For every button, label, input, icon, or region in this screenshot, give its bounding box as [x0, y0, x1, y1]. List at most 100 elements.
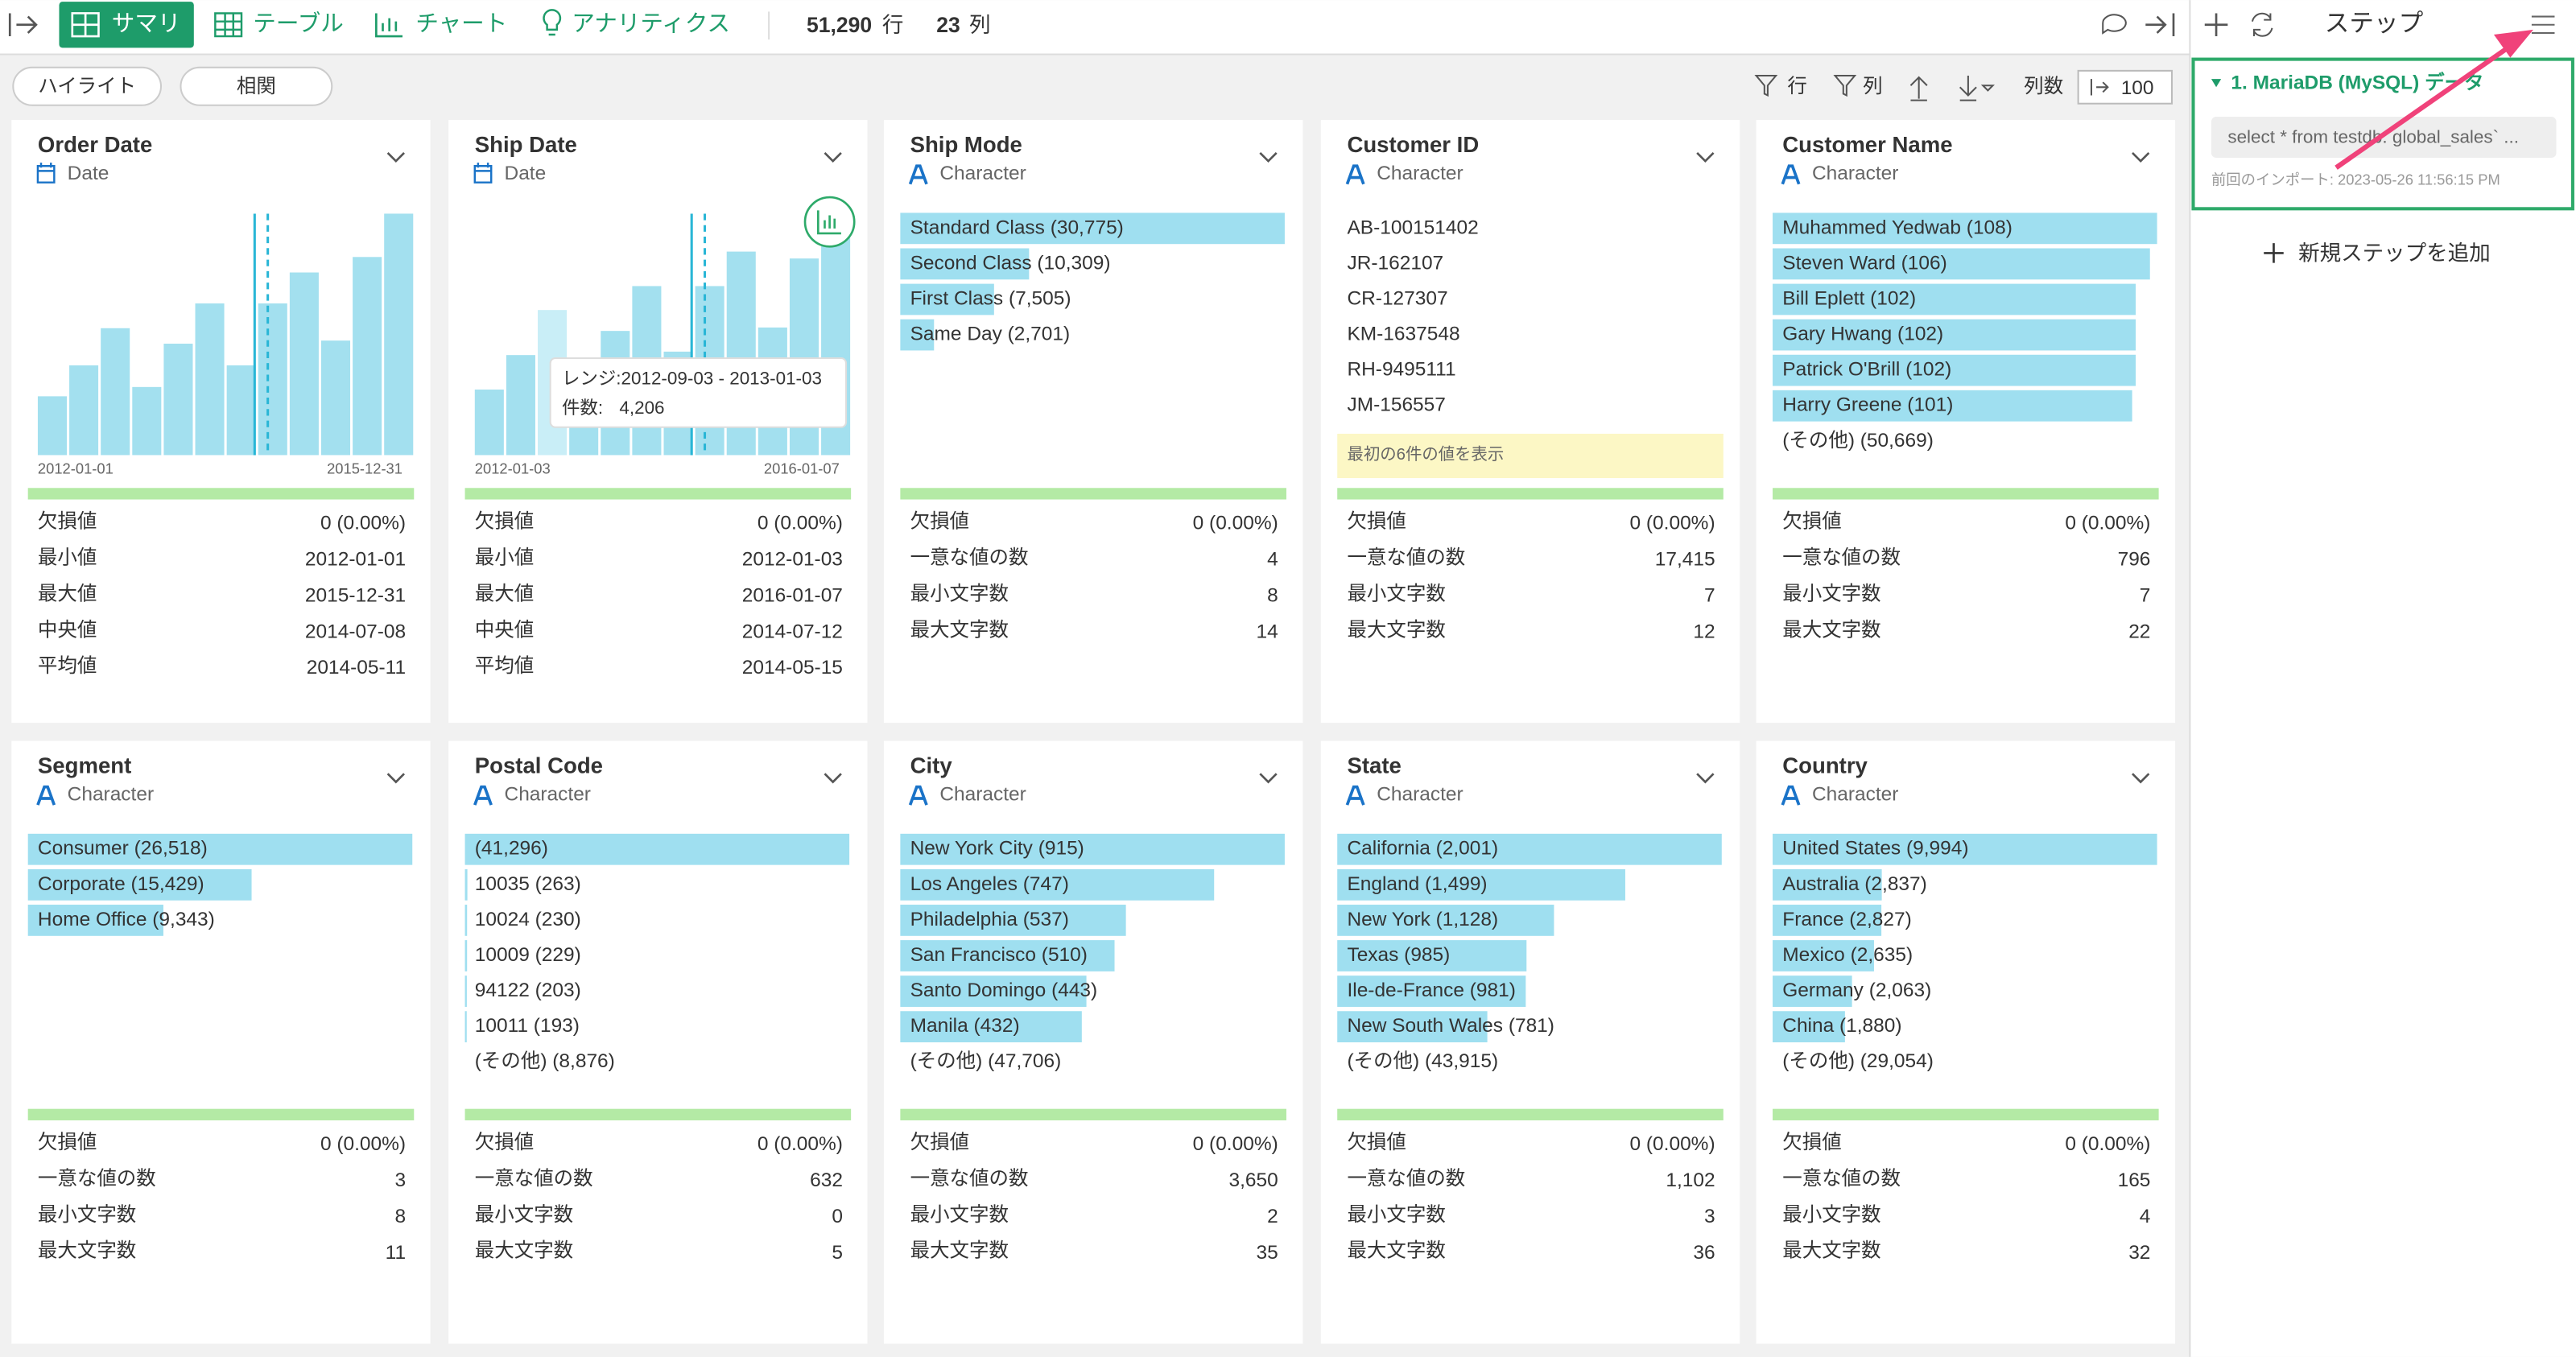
value-bar[interactable]	[464, 905, 468, 936]
column-menu[interactable]	[824, 152, 842, 163]
pill-label[interactable]: 相関	[237, 75, 276, 97]
histogram-bar[interactable]	[289, 272, 319, 456]
histogram-bar[interactable]	[101, 328, 130, 456]
value-bar[interactable]	[1337, 975, 1526, 1007]
column-name[interactable]: Customer Name	[1782, 132, 1952, 157]
add-step-icon[interactable]	[2264, 243, 2284, 263]
column-name[interactable]: City	[910, 753, 953, 777]
value-bar[interactable]	[464, 1011, 467, 1043]
value-bar[interactable]	[1773, 1011, 1845, 1043]
histogram-bar[interactable]	[474, 390, 504, 456]
value-bar[interactable]	[464, 833, 850, 865]
column-menu[interactable]	[1259, 152, 1278, 163]
col-count-box[interactable]	[2077, 69, 2173, 105]
histogram-bar[interactable]	[258, 303, 287, 456]
pill-label[interactable]: ハイライト	[38, 76, 136, 97]
value-bar[interactable]	[1773, 283, 2136, 316]
tab-label[interactable]: アナリティクス	[572, 10, 730, 36]
histogram-bar[interactable]	[320, 340, 351, 456]
column-name[interactable]: Postal Code	[475, 753, 603, 777]
column-name[interactable]: Ship Date	[475, 132, 577, 157]
value-bar[interactable]	[464, 940, 468, 971]
value-bar[interactable]	[1337, 1011, 1488, 1043]
tab-label[interactable]: チャート	[415, 10, 507, 36]
value-bar[interactable]	[464, 868, 468, 901]
stat-value: 2012-01-03	[742, 549, 843, 571]
col-count-value[interactable]: 100	[2121, 77, 2154, 99]
column-name[interactable]: State	[1347, 753, 1401, 777]
column-menu[interactable]	[386, 152, 405, 163]
value-bar[interactable]	[27, 833, 413, 865]
column-menu[interactable]	[1696, 152, 1715, 163]
value-bar[interactable]	[1337, 940, 1527, 971]
histogram-bar[interactable]	[37, 396, 67, 456]
value-bar[interactable]	[1773, 905, 1882, 936]
column-menu[interactable]	[2132, 152, 2150, 163]
pill-button[interactable]	[12, 66, 163, 106]
value-bar[interactable]	[1773, 833, 2157, 865]
value-bar[interactable]	[900, 319, 935, 351]
value-bar[interactable]	[1337, 833, 1722, 865]
histogram-bar[interactable]	[163, 343, 193, 456]
value-bar[interactable]	[1337, 905, 1554, 936]
pill-button[interactable]	[180, 66, 333, 106]
value-bar[interactable]	[900, 905, 1126, 936]
value-bar[interactable]	[1773, 212, 2157, 245]
add-icon[interactable]	[2204, 13, 2228, 37]
value-bar[interactable]	[464, 975, 467, 1007]
value-bar[interactable]	[1773, 319, 2136, 351]
value-bar[interactable]	[27, 868, 252, 901]
histogram-bar[interactable]	[226, 365, 256, 456]
download-icon[interactable]	[1959, 76, 1995, 101]
histogram-bar[interactable]	[69, 365, 99, 456]
value-bar[interactable]	[1773, 390, 2132, 422]
column-menu[interactable]	[1259, 773, 1278, 784]
value-bar[interactable]	[1337, 868, 1625, 901]
value-bar[interactable]	[900, 212, 1285, 245]
value-bar[interactable]	[900, 1011, 1082, 1043]
collapse-icon[interactable]	[8, 13, 38, 37]
column-name[interactable]: Ship Mode	[910, 132, 1022, 157]
value-label: France (2,827)	[1782, 909, 1911, 930]
column-name[interactable]: Segment	[38, 753, 131, 777]
column-menu[interactable]	[2132, 773, 2150, 784]
value-bar[interactable]	[1773, 248, 2150, 280]
comment-icon[interactable]	[2102, 14, 2127, 35]
column-menu[interactable]	[386, 773, 405, 784]
tab-label[interactable]: サマリ	[112, 10, 181, 36]
histogram-bar[interactable]	[506, 355, 535, 456]
histogram-bar[interactable]	[132, 386, 162, 456]
histogram-bar[interactable]	[195, 303, 225, 456]
value-bar[interactable]	[27, 905, 163, 936]
filter-label[interactable]: 行	[1787, 75, 1806, 97]
step-toggle[interactable]	[2211, 79, 2222, 88]
filter-icon[interactable]	[1754, 74, 1778, 97]
column-menu[interactable]	[824, 773, 842, 784]
type-icon	[1781, 785, 1801, 806]
value-bar[interactable]	[1773, 975, 1852, 1007]
histogram-bar[interactable]	[353, 257, 382, 456]
tab-label[interactable]: テーブル	[253, 10, 344, 36]
value-bar[interactable]	[900, 975, 1087, 1007]
step-name[interactable]: 1. MariaDB (MySQL) データ	[2231, 71, 2483, 94]
column-menu[interactable]	[1696, 773, 1715, 784]
value-bar[interactable]	[900, 248, 1030, 280]
expand-icon[interactable]	[2145, 13, 2175, 37]
filter-icon[interactable]	[1833, 74, 1857, 97]
column-name[interactable]: Order Date	[38, 132, 152, 157]
refresh-icon[interactable]	[2251, 12, 2273, 37]
upload-icon[interactable]	[1909, 76, 1928, 101]
column-name[interactable]: Country	[1782, 753, 1868, 777]
value-bar[interactable]	[900, 833, 1285, 865]
filter-label[interactable]: 列	[1863, 76, 1882, 97]
add-step[interactable]: 新規ステップを追加	[2298, 241, 2491, 265]
value-bar[interactable]	[900, 940, 1115, 971]
column-name[interactable]: Customer ID	[1347, 132, 1479, 157]
value-bar[interactable]	[1773, 940, 1874, 971]
settings-icon[interactable]	[2531, 15, 2555, 34]
histogram-bar[interactable]	[384, 213, 414, 456]
value-bar[interactable]	[1773, 354, 2136, 386]
value-bar[interactable]	[900, 868, 1215, 901]
value-bar[interactable]	[1773, 868, 1882, 901]
value-bar[interactable]	[900, 283, 994, 316]
